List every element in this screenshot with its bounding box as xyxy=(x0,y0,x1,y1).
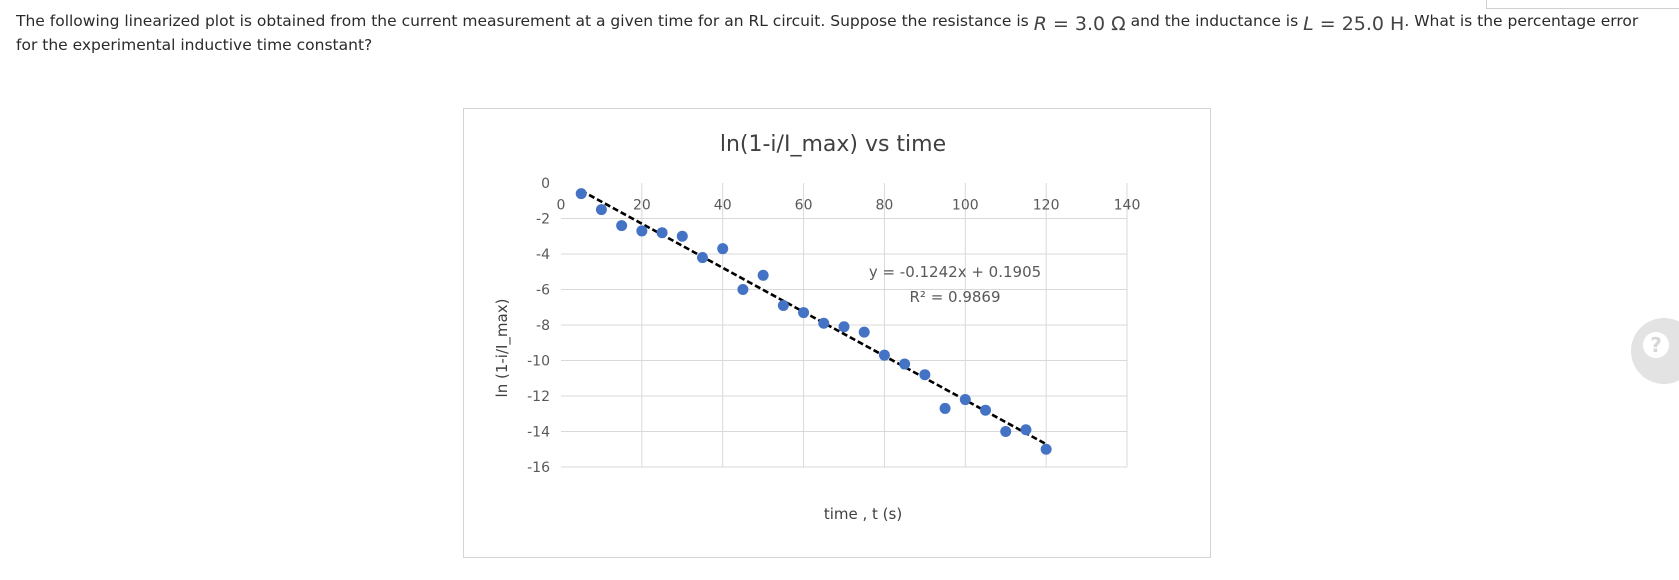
data-point xyxy=(676,230,688,242)
data-point xyxy=(1040,443,1052,455)
data-point xyxy=(939,402,951,414)
data-point xyxy=(919,369,931,381)
data-point xyxy=(959,394,971,406)
data-point xyxy=(1000,426,1012,437)
x-tick-label: 140 xyxy=(1114,197,1141,213)
y-tick-label: -16 xyxy=(527,460,550,476)
resistance-value: R = 3.0 Ω xyxy=(1034,13,1126,35)
y-tick-label: -6 xyxy=(536,283,550,299)
question-part-3: . What is the percentage error for the e… xyxy=(16,12,1639,54)
data-point xyxy=(858,326,870,338)
data-point xyxy=(798,307,810,319)
data-point xyxy=(777,299,789,311)
corner-panel xyxy=(1486,0,1679,9)
data-point xyxy=(737,284,749,295)
question-part-1: The following linearized plot is obtaine… xyxy=(16,12,1029,30)
trendline-equation: y = -0.1242x + 0.1905 xyxy=(869,263,1041,281)
chart-area xyxy=(463,108,1211,558)
question-part-2: and the inductance is xyxy=(1130,12,1299,30)
help-button[interactable]: ? xyxy=(1631,318,1679,384)
x-axis-title: time , t (s) xyxy=(824,505,902,523)
data-point xyxy=(636,225,648,237)
x-tick-label: 60 xyxy=(795,197,813,213)
scatter-chart: ln(1-i/I_max) vs time 0 -2 -4 -6 -8 -10 -12 -14… xyxy=(463,108,1211,558)
data-point xyxy=(656,227,668,239)
x-tick-label: 20 xyxy=(633,197,651,213)
y-axis-title: ln (1-i/I_max) xyxy=(493,299,512,398)
question-text: The following linearized plot is obtaine… xyxy=(16,8,1656,57)
data-point xyxy=(838,321,850,333)
tick-labels: 0 -2 -4 -6 -8 -10 -12 -14 -16 0 20 40 60 80 100 120 140 xyxy=(527,176,1140,476)
x-tick-label: 100 xyxy=(952,197,979,213)
y-tick-label: -10 xyxy=(527,354,550,370)
data-point xyxy=(575,188,587,200)
y-tick-label: -14 xyxy=(527,425,550,441)
r-value: = 3.0 Ω xyxy=(1046,13,1126,35)
data-point xyxy=(717,243,729,255)
data-point xyxy=(878,349,890,361)
y-tick-label: -12 xyxy=(527,389,550,405)
inductance-value: L = 25.0 H xyxy=(1303,13,1404,35)
data-point xyxy=(697,252,708,264)
y-tick-label: 0 xyxy=(541,176,550,192)
data-point xyxy=(899,358,911,370)
data-point xyxy=(757,269,769,281)
r-symbol: R xyxy=(1033,13,1047,35)
data-point xyxy=(1020,424,1032,436)
data-point xyxy=(980,404,991,416)
x-tick-label: 40 xyxy=(714,197,732,213)
y-tick-label: -4 xyxy=(536,247,550,263)
data-point xyxy=(595,204,607,216)
x-tick-label: 0 xyxy=(557,197,566,213)
x-tick-label: 80 xyxy=(876,197,894,213)
l-symbol: L xyxy=(1303,13,1314,35)
data-point xyxy=(818,317,830,329)
y-tick-label: -8 xyxy=(536,318,550,334)
data-point xyxy=(616,220,628,232)
data-points xyxy=(575,188,1052,455)
chart-title: ln(1-i/I_max) vs time xyxy=(720,132,946,157)
y-tick-label: -2 xyxy=(536,212,550,228)
l-value: = 25.0 H xyxy=(1313,13,1405,35)
r-squared-label: R² = 0.9869 xyxy=(909,288,1000,306)
x-tick-label: 120 xyxy=(1033,197,1060,213)
question-icon: ? xyxy=(1643,332,1669,358)
